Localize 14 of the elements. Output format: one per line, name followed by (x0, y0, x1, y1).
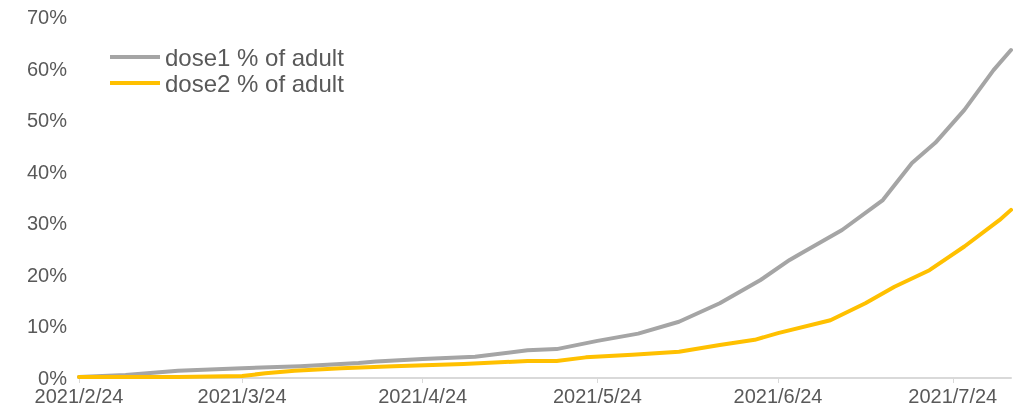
y-tick-label: 40% (26, 160, 68, 183)
y-tick-label: 20% (26, 263, 68, 286)
y-tick-label: 30% (26, 212, 68, 235)
y-tick-label: 60% (26, 57, 68, 80)
x-tick-label: 2021/7/24 (908, 385, 998, 407)
x-tick-label: 2021/3/24 (197, 385, 287, 407)
x-tick-label: 2021/6/24 (733, 385, 823, 407)
x-tick-label: 2021/4/24 (378, 385, 468, 407)
y-tick-label: 10% (26, 315, 68, 338)
y-tick-label: 70% (26, 6, 68, 28)
y-tick-label: 50% (26, 109, 68, 132)
x-tick-label: 2021/5/24 (552, 385, 642, 407)
legend-label: dose2 % of adult (165, 69, 345, 97)
legend-label: dose1 % of adult (165, 43, 345, 71)
